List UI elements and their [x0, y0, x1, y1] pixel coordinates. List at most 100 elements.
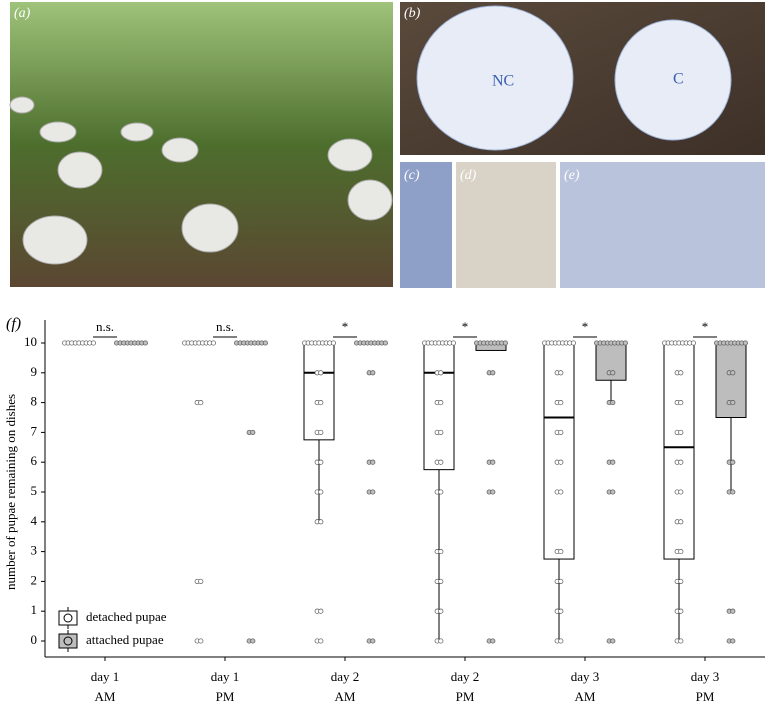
legend-point — [63, 613, 73, 623]
significance: * — [582, 319, 589, 334]
point — [610, 459, 616, 465]
y-tick-label: 3 — [31, 543, 38, 558]
panel-label: (a) — [14, 6, 31, 21]
point — [622, 340, 628, 346]
point — [730, 459, 736, 465]
point — [490, 489, 496, 495]
point — [678, 459, 684, 465]
point — [450, 340, 456, 346]
dish — [416, 5, 574, 151]
y-tick-label: 6 — [31, 453, 38, 468]
point — [678, 578, 684, 584]
point — [318, 489, 324, 495]
point — [558, 549, 564, 555]
x-tick-label: day 1 — [211, 669, 240, 684]
x-tick-label: day 2 — [331, 669, 360, 684]
dish-label: NC — [492, 73, 514, 90]
point — [490, 638, 496, 644]
point — [438, 370, 444, 376]
point — [318, 429, 324, 435]
point — [438, 578, 444, 584]
x-tick-label: day 1 — [91, 669, 120, 684]
point — [318, 608, 324, 614]
point — [250, 638, 256, 644]
x-tick-label: PM — [456, 689, 475, 704]
point — [610, 489, 616, 495]
point — [730, 608, 736, 614]
significance: * — [462, 319, 469, 334]
x-tick-label: day 2 — [451, 669, 480, 684]
y-tick-label: 10 — [24, 334, 37, 349]
point — [318, 519, 324, 525]
x-tick-label: PM — [696, 689, 715, 704]
x-tick-label: day 3 — [691, 669, 720, 684]
point — [558, 578, 564, 584]
point — [490, 459, 496, 465]
y-tick-label: 5 — [31, 483, 38, 498]
dish-label: C — [673, 71, 684, 88]
point — [330, 340, 336, 346]
point — [558, 638, 564, 644]
point — [90, 340, 96, 346]
legend-label: attached pupae — [86, 632, 164, 647]
point — [370, 489, 376, 495]
significance: * — [342, 319, 349, 334]
y-tick-label: 7 — [31, 423, 38, 438]
photo-e — [560, 162, 765, 288]
point — [610, 638, 616, 644]
point — [610, 400, 616, 406]
panel-label: (f) — [6, 316, 21, 333]
photo-c — [400, 162, 452, 288]
point — [558, 489, 564, 495]
point — [438, 638, 444, 644]
point — [678, 608, 684, 614]
photo-d — [456, 162, 556, 288]
point — [610, 370, 616, 376]
box — [595, 342, 627, 381]
point — [730, 638, 736, 644]
point — [318, 638, 324, 644]
panel-label: (e) — [564, 168, 580, 183]
y-tick-label: 2 — [31, 572, 38, 587]
box — [663, 342, 695, 560]
point — [558, 400, 564, 406]
y-tick-label: 9 — [31, 364, 38, 379]
point — [382, 340, 388, 346]
point — [438, 459, 444, 465]
box — [303, 342, 335, 441]
x-tick-label: day 3 — [571, 669, 600, 684]
point — [438, 549, 444, 555]
box — [715, 342, 747, 418]
point — [742, 340, 748, 346]
significance: n.s. — [216, 319, 234, 334]
point — [558, 370, 564, 376]
point — [142, 340, 148, 346]
x-tick-label: AM — [95, 689, 116, 704]
point — [318, 400, 324, 406]
point — [678, 429, 684, 435]
point — [730, 370, 736, 376]
point — [502, 340, 508, 346]
legend-point — [63, 636, 73, 646]
point — [438, 429, 444, 435]
dish — [614, 19, 732, 141]
point — [678, 519, 684, 525]
point — [490, 370, 496, 376]
photos: NC C — [9, 2, 765, 288]
point — [678, 489, 684, 495]
box — [423, 342, 455, 471]
legend-label: detached pupae — [86, 609, 167, 624]
point — [678, 638, 684, 644]
point — [370, 638, 376, 644]
point — [198, 578, 204, 584]
point — [318, 459, 324, 465]
point — [730, 489, 736, 495]
x-tick-label: PM — [216, 689, 235, 704]
point — [730, 400, 736, 406]
point — [250, 429, 256, 435]
point — [210, 340, 216, 346]
y-axis-label: number of pupae remaining on dishes — [3, 394, 18, 590]
point — [438, 489, 444, 495]
point — [558, 608, 564, 614]
point — [678, 370, 684, 376]
